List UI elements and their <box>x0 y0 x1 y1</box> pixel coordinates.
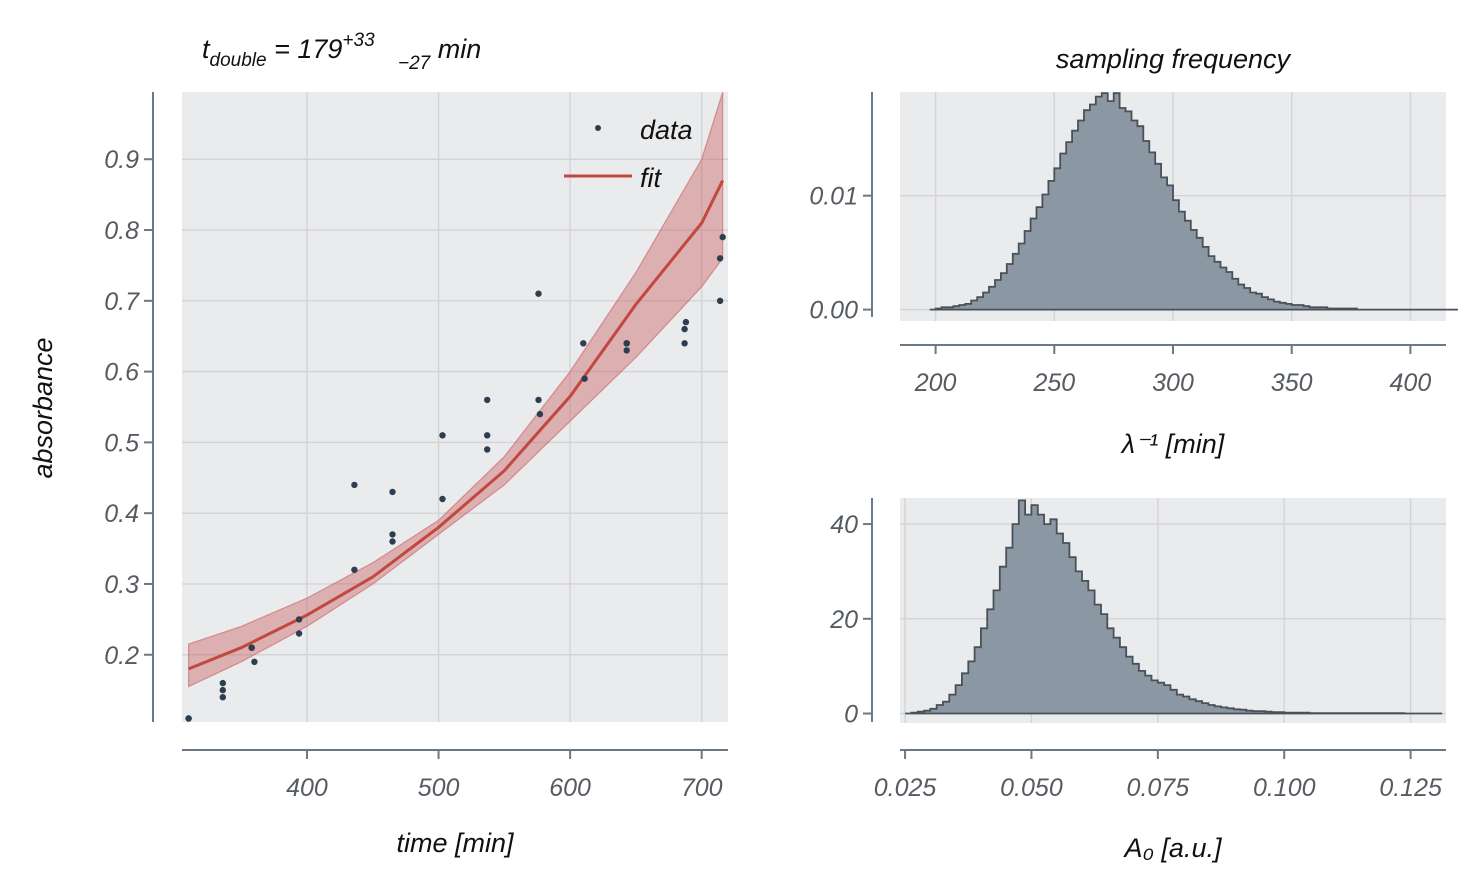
title-lower: −27 <box>398 53 432 74</box>
a0-x-axis-label: A₀ [a.u.] <box>1123 833 1223 863</box>
lambda-histogram: 0.00 0.01 200 250 300 350 400 sampling freque… <box>809 44 1458 459</box>
data-point <box>681 340 688 347</box>
p3-y-tick-label: 0 <box>844 701 858 729</box>
data-point <box>484 446 491 453</box>
p3-x-tick-label: 0.025 <box>874 774 937 802</box>
data-point <box>219 686 226 694</box>
p1-x-tick-label: 700 <box>681 774 723 802</box>
p1-y-tick-label: 0.4 <box>104 500 139 528</box>
p2-x-tick-label: 200 <box>914 369 957 397</box>
p1-y-tick-label: 0.9 <box>104 146 139 174</box>
legend-data-label: data <box>640 115 693 145</box>
data-point <box>484 396 491 404</box>
title-sub: double <box>210 50 267 71</box>
p3-y-tick-label: 20 <box>829 606 858 634</box>
p1-y-tick-label: 0.8 <box>104 217 139 245</box>
p1-y-tick-label: 0.6 <box>104 359 139 387</box>
data-point <box>439 432 446 439</box>
p2-x-tick-label: 400 <box>1390 369 1432 397</box>
p2-x-tick-label: 350 <box>1271 369 1313 397</box>
p2-y-tick-label: 0.00 <box>809 297 858 325</box>
data-point <box>248 644 255 651</box>
p2-histogram-bars <box>929 92 1458 311</box>
legend-fit-label: fit <box>640 163 663 193</box>
p3-x-tick-label: 0.100 <box>1253 774 1316 802</box>
lambda-histogram-title: sampling frequency <box>1056 44 1292 74</box>
data-point <box>389 488 396 496</box>
p3-y-tick-label: 40 <box>830 511 858 539</box>
p1-y-tick-label: 0.5 <box>104 429 139 457</box>
fit-plot-area <box>182 92 728 722</box>
data-point <box>389 538 396 545</box>
p1-x-tick-label: 600 <box>549 774 591 802</box>
data-point <box>185 715 192 722</box>
data-point <box>219 694 226 701</box>
data-point <box>351 566 358 573</box>
title-sup: +33 <box>342 30 375 51</box>
p3-x-tick-label: 0.075 <box>1127 774 1190 802</box>
p3-x-tick-label: 0.125 <box>1379 774 1442 802</box>
data-point <box>716 255 724 262</box>
p2-x-tick-label: 250 <box>1032 369 1075 397</box>
title-eq: = 179 <box>267 34 343 64</box>
fit-chart: 0.2 0.3 0.4 0.5 0.6 0.7 0.8 0.9 400 500 600 700 ti… <box>28 30 728 858</box>
data-point <box>536 410 544 418</box>
data-point <box>439 495 446 503</box>
data-point <box>535 290 542 297</box>
p1-y-tick-label: 0.2 <box>104 642 139 670</box>
data-point <box>251 658 258 665</box>
fit-y-axis-label: absorbance <box>28 337 58 478</box>
title-t: t <box>202 34 211 64</box>
lambda-x-axis-label: λ⁻¹ [min] <box>1120 429 1226 459</box>
p2-x-tick-label: 300 <box>1152 369 1194 397</box>
data-point <box>716 297 724 304</box>
p1-y-tick-label: 0.7 <box>104 288 140 316</box>
data-point <box>580 340 587 347</box>
fit-line <box>188 179 725 671</box>
data-point <box>484 432 491 439</box>
data-point <box>681 325 688 333</box>
fit-chart-title: tdouble = 179+33 −27 min <box>202 30 481 74</box>
p1-x-tick-label: 400 <box>286 774 328 802</box>
p3-x-tick-label: 0.050 <box>1000 774 1063 802</box>
fit-x-axis-label: time [min] <box>396 828 515 858</box>
data-point <box>389 531 396 538</box>
data-point <box>295 630 303 637</box>
data-point <box>535 396 542 404</box>
data-point <box>351 481 358 489</box>
data-point <box>682 318 690 326</box>
data-point <box>623 340 630 347</box>
p3-histogram-bars <box>905 499 1443 715</box>
p1-y-tick-label: 0.3 <box>104 571 139 599</box>
data-point <box>623 347 630 354</box>
a0-histogram: 0 20 40 0.025 0.050 0.075 0.100 0.125 A₀ [a.u.… <box>829 498 1446 863</box>
data-point <box>719 233 726 241</box>
data-point <box>295 616 303 623</box>
legend-data-marker <box>595 125 601 131</box>
data-point <box>219 679 226 687</box>
data-point <box>581 375 588 382</box>
title-unit: min <box>430 34 481 64</box>
legend: data fit <box>564 115 693 193</box>
p1-x-tick-label: 500 <box>418 774 460 802</box>
p2-y-tick-label: 0.01 <box>809 183 858 211</box>
